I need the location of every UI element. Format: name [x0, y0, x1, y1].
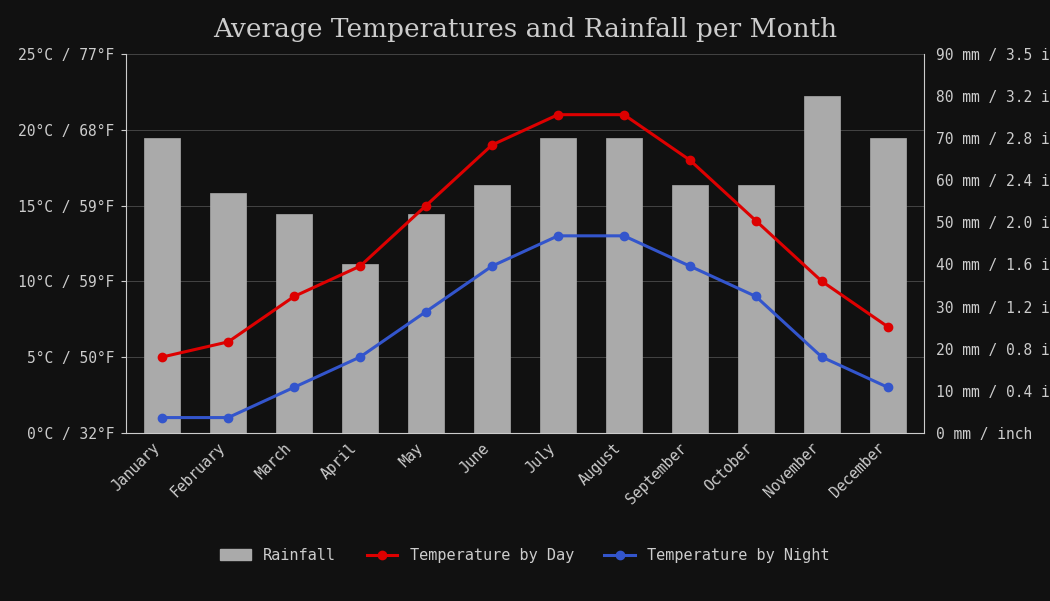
Temperature by Night — [222, 414, 234, 421]
Temperature by Night — [617, 232, 630, 239]
Temperature by Night — [354, 353, 366, 361]
Temperature by Day — [881, 323, 894, 331]
Bar — [276, 214, 312, 433]
Temperature by Night — [750, 293, 762, 300]
Bar — [210, 193, 247, 433]
Temperature by Night — [551, 232, 564, 239]
Line: Temperature by Night: Temperature by Night — [159, 231, 891, 422]
Temperature by Night — [156, 414, 169, 421]
Bar — [342, 264, 378, 433]
Temperature by Day — [288, 293, 300, 300]
Temperature by Night — [684, 263, 696, 270]
Temperature by Night — [816, 353, 828, 361]
Bar — [672, 185, 708, 433]
Temperature by Day — [156, 353, 169, 361]
Legend: Rainfall, Temperature by Day, Temperature by Night: Rainfall, Temperature by Day, Temperatur… — [214, 542, 836, 569]
Temperature by Night — [881, 383, 894, 391]
Bar — [803, 96, 840, 433]
Temperature by Day — [420, 202, 433, 209]
Temperature by Day — [750, 217, 762, 224]
Temperature by Night — [486, 263, 499, 270]
Bar — [738, 185, 774, 433]
Line: Temperature by Day: Temperature by Day — [159, 111, 891, 361]
Bar — [474, 185, 510, 433]
Temperature by Night — [288, 383, 300, 391]
Temperature by Day — [816, 278, 828, 285]
Temperature by Day — [354, 263, 366, 270]
Temperature by Day — [486, 141, 499, 148]
Bar — [144, 138, 181, 433]
Bar — [869, 138, 906, 433]
Temperature by Day — [617, 111, 630, 118]
Temperature by Day — [551, 111, 564, 118]
Bar — [606, 138, 642, 433]
Temperature by Night — [420, 308, 433, 315]
Title: Average Temperatures and Rainfall per Month: Average Temperatures and Rainfall per Mo… — [213, 17, 837, 43]
Temperature by Day — [222, 338, 234, 346]
Bar — [540, 138, 576, 433]
Bar — [408, 214, 444, 433]
Temperature by Day — [684, 156, 696, 163]
